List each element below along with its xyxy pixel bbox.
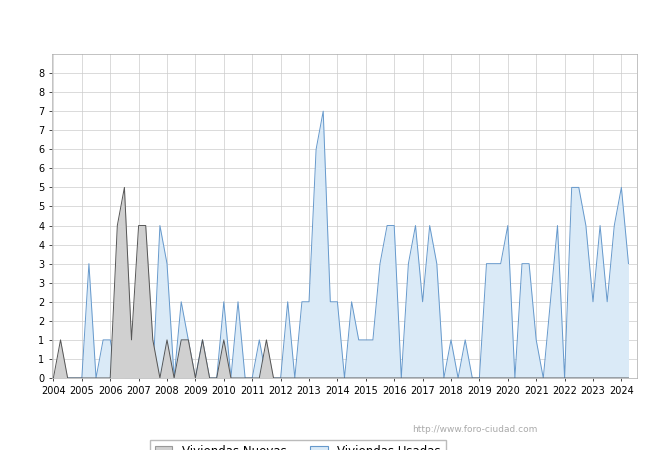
Legend: Viviendas Nuevas, Viviendas Usadas: Viviendas Nuevas, Viviendas Usadas — [150, 441, 445, 450]
Text: Castrocontrigo - Evolucion del Nº de Transacciones Inmobiliarias: Castrocontrigo - Evolucion del Nº de Tra… — [101, 13, 549, 27]
Text: http://www.foro-ciudad.com: http://www.foro-ciudad.com — [412, 425, 537, 434]
